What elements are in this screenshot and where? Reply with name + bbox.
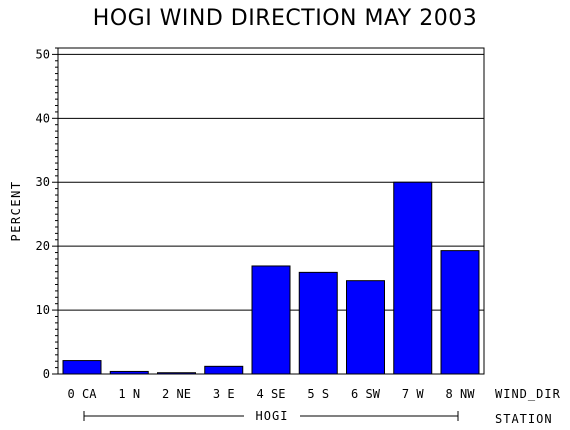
bar-7-w — [393, 181, 433, 375]
y-axis: 0 10 20 30 40 50 — [36, 47, 58, 381]
bars — [62, 181, 480, 375]
x-tick-label: 8 NW — [446, 387, 476, 401]
y-tick-label: 30 — [36, 175, 50, 189]
y-tick-label: 40 — [36, 111, 50, 125]
x-tick-label: 4 SE — [257, 387, 286, 401]
x-tick-label: 2 NE — [162, 387, 191, 401]
bar-4-se — [251, 265, 291, 375]
group-bracket — [83, 409, 459, 423]
y-tick-label: 20 — [36, 239, 50, 253]
plot-frame — [57, 47, 485, 375]
bar-0-ca — [62, 360, 102, 375]
x-tick-label: 6 SW — [351, 387, 381, 401]
y-tick-label: 10 — [36, 303, 50, 317]
x-tick-label: 7 W — [402, 387, 424, 401]
chart-title: HOGI WIND DIRECTION MAY 2003 — [92, 6, 478, 31]
bar-5-s — [298, 271, 338, 375]
bar-8-nw — [440, 250, 480, 375]
bar-3-e — [204, 365, 244, 375]
x-tick-label: 1 N — [118, 387, 140, 401]
x-tick-label: 5 S — [307, 387, 329, 401]
x-tick-label: 3 E — [213, 387, 235, 401]
group-axis-label: STATION — [495, 412, 553, 426]
y-tick-label: 50 — [36, 47, 50, 61]
x-axis: 0 CA 1 N 2 NE 3 E 4 SE 5 S 6 SW 7 W 8 NW — [68, 387, 476, 401]
group-label: HOGI — [256, 409, 289, 423]
x-tick-label: 0 CA — [68, 387, 98, 401]
bar-6-sw — [346, 280, 385, 375]
y-axis-label: PERCENT — [9, 180, 23, 241]
x-axis-label: WIND_DIR — [495, 387, 561, 401]
y-tick-label: 0 — [43, 367, 50, 381]
